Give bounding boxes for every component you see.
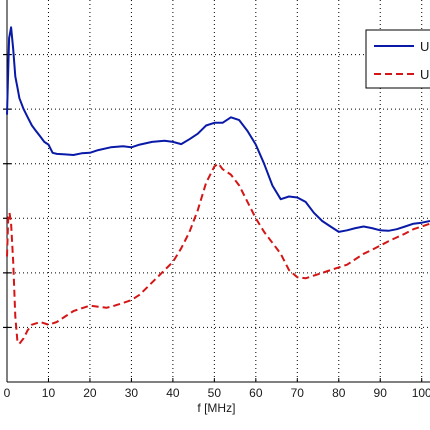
x-tick-label: 90 [374,386,388,400]
axes [3,0,430,383]
x-tick-label: 60 [249,386,263,400]
x-tick-label: 20 [83,386,97,400]
legend-label-1: U [420,39,429,54]
series-lines [6,26,430,345]
x-axis-ticks: 0 10 20 30 40 50 60 70 80 90 100 [4,378,430,400]
x-tick-label: 100 [412,386,430,400]
x-tick-label: 10 [42,386,56,400]
x-tick-label: 80 [332,386,346,400]
series-line-2 [6,162,430,345]
x-tick-label: 30 [125,386,139,400]
x-axis-label: f [MHz] [197,401,235,415]
legend: UU [365,29,430,89]
grid [7,0,430,382]
legend-label-2: U [420,67,429,82]
x-tick-label: 50 [208,386,222,400]
x-tick-label: 0 [4,386,11,400]
series-line-1 [6,26,430,233]
legend-box [365,29,430,89]
x-tick-label: 40 [166,386,180,400]
x-tick-label: 70 [291,386,305,400]
